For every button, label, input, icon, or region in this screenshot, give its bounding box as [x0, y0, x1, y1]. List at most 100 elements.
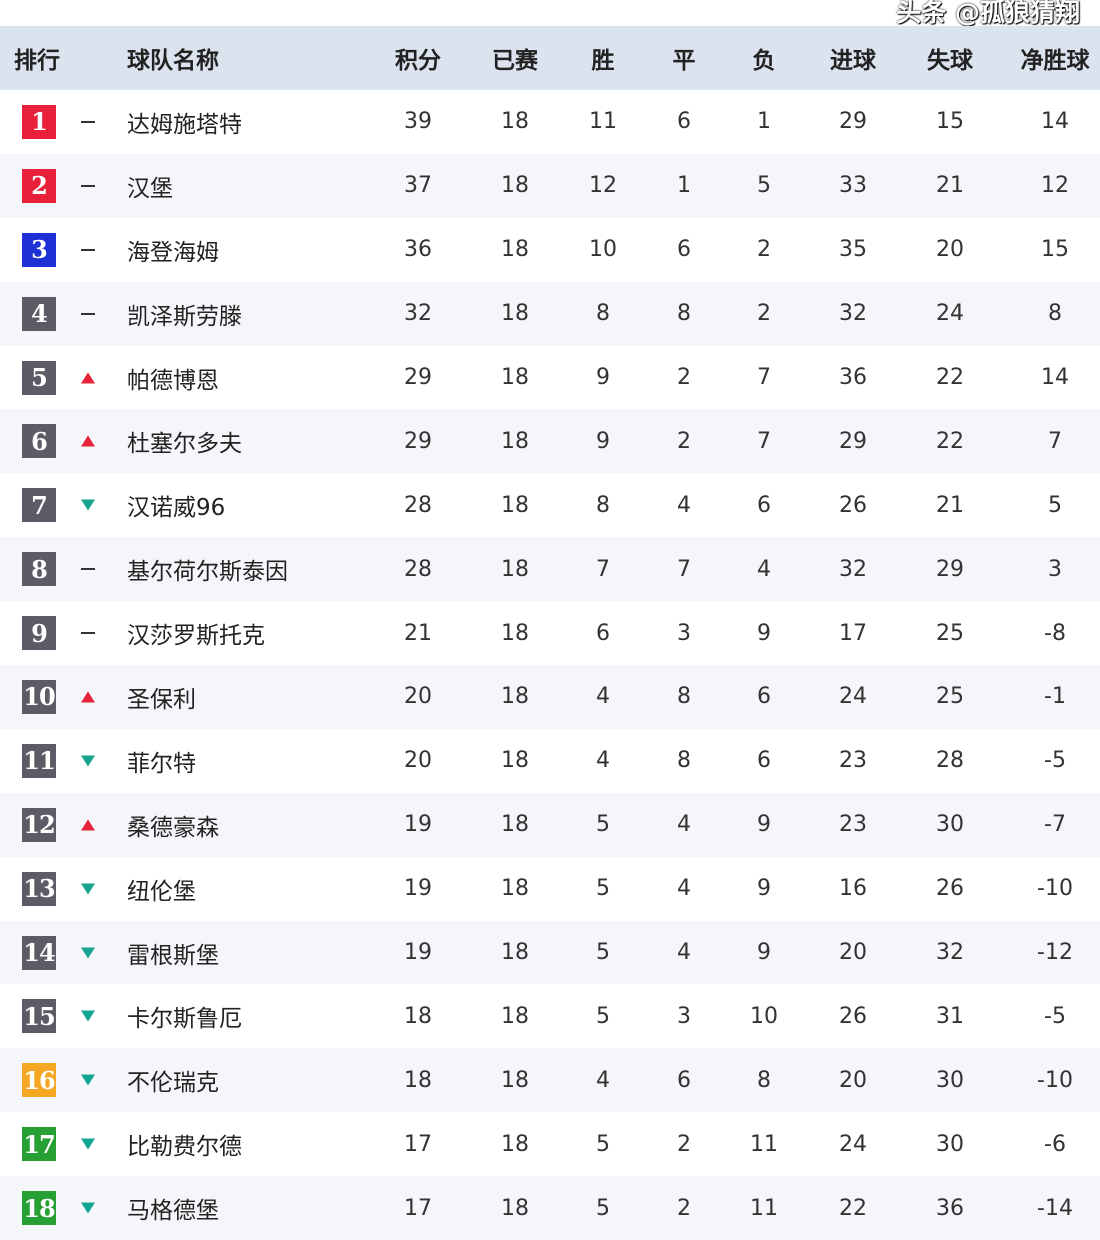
cell-goals-for: 26	[839, 492, 867, 518]
cell-goals-for: 29	[839, 109, 867, 135]
rank-badge: 14	[22, 935, 56, 970]
cell-losses: 2	[757, 237, 771, 263]
rank-badge: 11	[22, 743, 56, 778]
rank-badge: 16	[22, 1063, 56, 1098]
cell-wins: 11	[589, 109, 617, 135]
table-row[interactable]: 1 达姆施塔特 39 18 11 6 1 29 15 14	[0, 90, 1100, 154]
cell-points: 29	[404, 365, 432, 390]
trend-flat-icon	[81, 312, 95, 315]
cell-goal-diff: 15	[1041, 237, 1069, 263]
cell-played: 18	[501, 812, 529, 838]
cell-wins: 9	[596, 428, 610, 454]
table-row[interactable]: 8 基尔荷尔斯泰因 28 18 7 7 4 32 29 3	[0, 537, 1100, 602]
team-name[interactable]: 雷根斯堡	[127, 942, 219, 969]
table-body: 1 达姆施塔特 39 18 11 6 1 29 15 14 2 汉堡 37 18 12 1 5 33 21 12 3 海登…	[0, 90, 1100, 1240]
table-row[interactable]: 2 汉堡 37 18 12 1 5 33 21 12	[0, 153, 1100, 218]
team-name[interactable]: 卡尔斯鲁厄	[127, 1006, 242, 1033]
team-name[interactable]: 达姆施塔特	[127, 111, 242, 138]
trend-down-icon	[81, 1074, 95, 1086]
team-name[interactable]: 海登海姆	[127, 239, 219, 266]
table-row[interactable]: 4 凯泽斯劳滕 32 18 8 8 2 32 24 8	[0, 281, 1100, 346]
team-name[interactable]: 纽伦堡	[127, 878, 196, 905]
table-row[interactable]: 12 桑德豪森 19 18 5 4 9 23 30 -7	[0, 792, 1100, 857]
team-name[interactable]: 马格德堡	[127, 1198, 219, 1225]
header-goals-for: 进球	[830, 48, 876, 74]
team-name[interactable]: 菲尔特	[127, 750, 196, 777]
team-name[interactable]: 比勒费尔德	[127, 1134, 242, 1161]
cell-goals-against: 28	[936, 748, 964, 774]
table-row[interactable]: 18 马格德堡 17 18 5 2 11 22 36 -14	[0, 1176, 1100, 1240]
cell-points: 19	[404, 876, 432, 902]
header-goals-against: 失球	[927, 48, 973, 74]
rank-badge: 9	[22, 616, 56, 651]
cell-draws: 7	[677, 556, 691, 582]
team-name[interactable]: 基尔荷尔斯泰因	[127, 559, 288, 586]
trend-up-icon	[81, 819, 95, 831]
table-header: 排行 球队名称 积分 已赛 胜 平 负 进球 失球 净胜球	[0, 26, 1100, 90]
cell-losses: 6	[757, 492, 771, 518]
cell-losses: 11	[750, 1131, 778, 1157]
cell-points: 36	[404, 237, 432, 263]
cell-losses: 5	[757, 173, 771, 199]
table-row[interactable]: 3 海登海姆 36 18 10 6 2 35 20 15	[0, 218, 1100, 282]
cell-goal-diff: 8	[1048, 301, 1062, 327]
table-row[interactable]: 9 汉莎罗斯托克 21 18 6 3 9 17 25 -8	[0, 601, 1100, 665]
table-row[interactable]: 5 帕德博恩 29 18 9 2 7 36 22 14	[0, 346, 1100, 410]
table-row[interactable]: 17 比勒费尔德 17 18 5 2 11 24 30 -6	[0, 1112, 1100, 1176]
cell-goals-against: 25	[936, 684, 964, 710]
cell-goals-against: 29	[936, 556, 964, 582]
table-row[interactable]: 15 卡尔斯鲁厄 18 18 5 3 10 26 31 -5	[0, 984, 1100, 1048]
team-name[interactable]: 不伦瑞克	[127, 1070, 219, 1097]
cell-draws: 4	[677, 812, 691, 838]
cell-points: 19	[404, 812, 432, 838]
cell-goals-for: 23	[839, 748, 867, 774]
table-row[interactable]: 7 汉诺威96 28 18 8 4 6 26 21 5	[0, 473, 1100, 537]
team-name[interactable]: 帕德博恩	[127, 367, 219, 394]
team-name[interactable]: 杜塞尔多夫	[127, 431, 242, 458]
cell-goals-for: 32	[839, 556, 867, 582]
trend-flat-icon	[81, 632, 95, 635]
table-row[interactable]: 13 纽伦堡 19 18 5 4 9 16 26 -10	[0, 857, 1100, 921]
trend-flat-icon	[81, 184, 95, 187]
header-losses: 负	[752, 48, 776, 74]
table-row[interactable]: 6 杜塞尔多夫 29 18 9 2 7 29 22 7	[0, 409, 1100, 474]
header-wins: 胜	[591, 48, 615, 74]
cell-wins: 5	[596, 940, 610, 966]
cell-goal-diff: -6	[1044, 1131, 1066, 1157]
cell-draws: 4	[677, 876, 691, 902]
team-name[interactable]: 桑德豪森	[127, 814, 219, 841]
cell-losses: 1	[757, 109, 771, 135]
table-row[interactable]: 16 不伦瑞克 18 18 4 6 8 20 30 -10	[0, 1048, 1100, 1113]
header-points: 积分	[395, 48, 441, 74]
cell-losses: 11	[750, 1195, 778, 1221]
cell-goals-against: 26	[936, 876, 964, 902]
cell-played: 18	[501, 1195, 529, 1221]
cell-losses: 9	[757, 812, 771, 838]
cell-losses: 7	[757, 428, 771, 454]
table-row[interactable]: 10 圣保利 20 18 4 8 6 24 25 -1	[0, 665, 1100, 729]
cell-goals-for: 22	[839, 1195, 867, 1221]
team-name[interactable]: 凯泽斯劳滕	[127, 303, 242, 330]
rank-badge: 8	[22, 552, 56, 587]
rank-badge: 13	[22, 871, 56, 906]
cell-losses: 7	[757, 365, 771, 390]
cell-wins: 5	[596, 812, 610, 838]
table-row[interactable]: 11 菲尔特 20 18 4 8 6 23 28 -5	[0, 729, 1100, 793]
cell-goals-against: 31	[936, 1003, 964, 1029]
team-name[interactable]: 圣保利	[127, 686, 196, 713]
rank-badge: 12	[22, 807, 56, 842]
cell-goals-for: 20	[839, 1067, 867, 1093]
cell-losses: 4	[757, 556, 771, 582]
rank-badge: 4	[22, 296, 56, 331]
cell-wins: 8	[596, 492, 610, 518]
cell-draws: 1	[677, 173, 691, 199]
team-name[interactable]: 汉莎罗斯托克	[127, 623, 265, 650]
cell-goals-against: 22	[936, 365, 964, 390]
team-name[interactable]: 汉堡	[127, 175, 173, 202]
cell-points: 32	[404, 301, 432, 327]
trend-flat-icon	[81, 568, 95, 571]
table-row[interactable]: 14 雷根斯堡 19 18 5 4 9 20 32 -12	[0, 920, 1100, 985]
team-name[interactable]: 汉诺威96	[127, 495, 226, 522]
cell-goal-diff: -5	[1044, 748, 1066, 774]
cell-goals-for: 24	[839, 1131, 867, 1157]
